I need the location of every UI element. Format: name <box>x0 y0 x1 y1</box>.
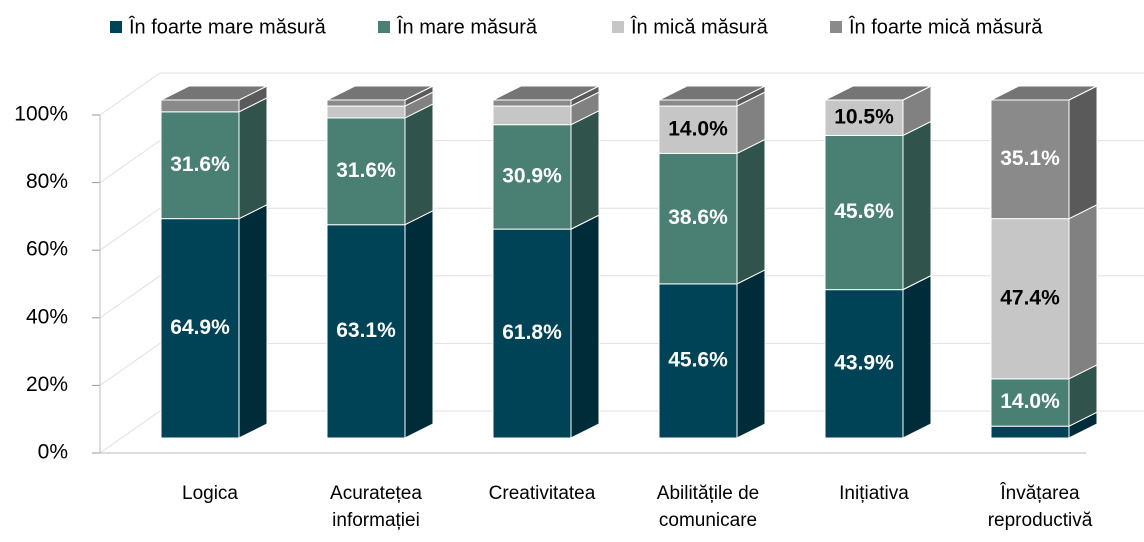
bar-segment <box>160 111 240 220</box>
bar-segment <box>990 378 1070 427</box>
x-tick-label: Logica <box>182 483 238 504</box>
bar-segment <box>824 289 904 439</box>
y-tick-label: 20% <box>26 373 68 396</box>
bar-segment <box>990 425 1070 439</box>
data-label: 45.6% <box>668 348 728 371</box>
data-label: 61.8% <box>502 321 562 344</box>
bar-top <box>492 85 600 101</box>
bar-segment <box>160 99 240 113</box>
legend-swatch <box>612 21 624 33</box>
grid-line <box>99 140 1144 184</box>
data-label: 31.6% <box>170 153 230 176</box>
x-tick-label: Învățarea reproductivă <box>987 483 1093 531</box>
y-tick-label: 100% <box>14 103 68 126</box>
x-tick-label: Inițiativa <box>839 483 909 504</box>
data-label: 30.9% <box>502 164 562 187</box>
data-label: 35.1% <box>1000 147 1060 170</box>
data-label: 63.1% <box>336 319 396 342</box>
legend-label: În mică măsură <box>630 15 769 38</box>
bar-segment <box>326 224 406 439</box>
y-tick-label: 80% <box>26 170 68 193</box>
bar-segment <box>990 218 1070 380</box>
bar-segment <box>658 283 738 439</box>
legend-swatch <box>378 21 390 33</box>
bar-segment <box>492 124 572 230</box>
bar-side <box>404 209 434 439</box>
bar-side <box>736 269 766 439</box>
bar-top <box>160 85 268 101</box>
legend-swatch <box>830 21 842 33</box>
bar-segment <box>658 152 738 285</box>
legend-label: În foarte mică măsură <box>848 15 1043 38</box>
bar-side <box>404 103 434 226</box>
bar-side <box>1068 85 1098 220</box>
bar-segment <box>492 105 572 126</box>
bar-top <box>326 85 434 101</box>
bar-side <box>1068 203 1098 380</box>
grid-line <box>99 72 1144 116</box>
bar-segment <box>160 218 240 439</box>
data-label: 10.5% <box>834 105 894 128</box>
data-label: 47.4% <box>1000 286 1060 309</box>
bar-top <box>990 85 1098 101</box>
bar-segment <box>492 99 572 107</box>
x-tick-label: Acuratețea informației <box>330 483 422 531</box>
bar-segment <box>492 228 572 439</box>
bar-top <box>824 85 932 101</box>
data-label: 45.6% <box>834 200 894 223</box>
data-label: 14.0% <box>668 117 728 140</box>
data-label: 43.9% <box>834 351 894 374</box>
data-label: 38.6% <box>668 206 728 229</box>
bar-side <box>570 109 600 230</box>
bar-segment <box>824 99 904 136</box>
legend-label: În foarte mare măsură <box>128 15 327 38</box>
bar-segment <box>658 99 738 107</box>
x-tick-label: Creativitatea <box>488 483 596 504</box>
bar-segment <box>326 105 406 119</box>
bar-side <box>902 120 932 291</box>
legend-swatch <box>110 21 122 33</box>
bar-side <box>736 138 766 285</box>
bar-side <box>902 274 932 439</box>
bar-top <box>658 85 766 101</box>
bar-segment <box>658 105 738 154</box>
grid-line <box>99 410 1144 454</box>
bar-side <box>570 214 600 439</box>
grid-line <box>99 342 1144 386</box>
legend-label: În mare măsură <box>396 15 538 38</box>
data-label: 64.9% <box>170 316 230 339</box>
data-label: 14.0% <box>1000 390 1060 413</box>
y-tick-label: 40% <box>26 305 68 328</box>
grid-line <box>99 275 1144 319</box>
y-tick-label: 0% <box>38 441 68 464</box>
bar-segment <box>326 99 406 107</box>
bar-segment <box>990 99 1070 220</box>
grid-line <box>99 207 1144 251</box>
bar-side <box>238 203 268 439</box>
data-label: 31.6% <box>336 159 396 182</box>
y-tick-label: 60% <box>26 238 68 261</box>
x-tick-label: Abilitățile de comunicare <box>656 483 760 531</box>
bar-side <box>238 97 268 220</box>
